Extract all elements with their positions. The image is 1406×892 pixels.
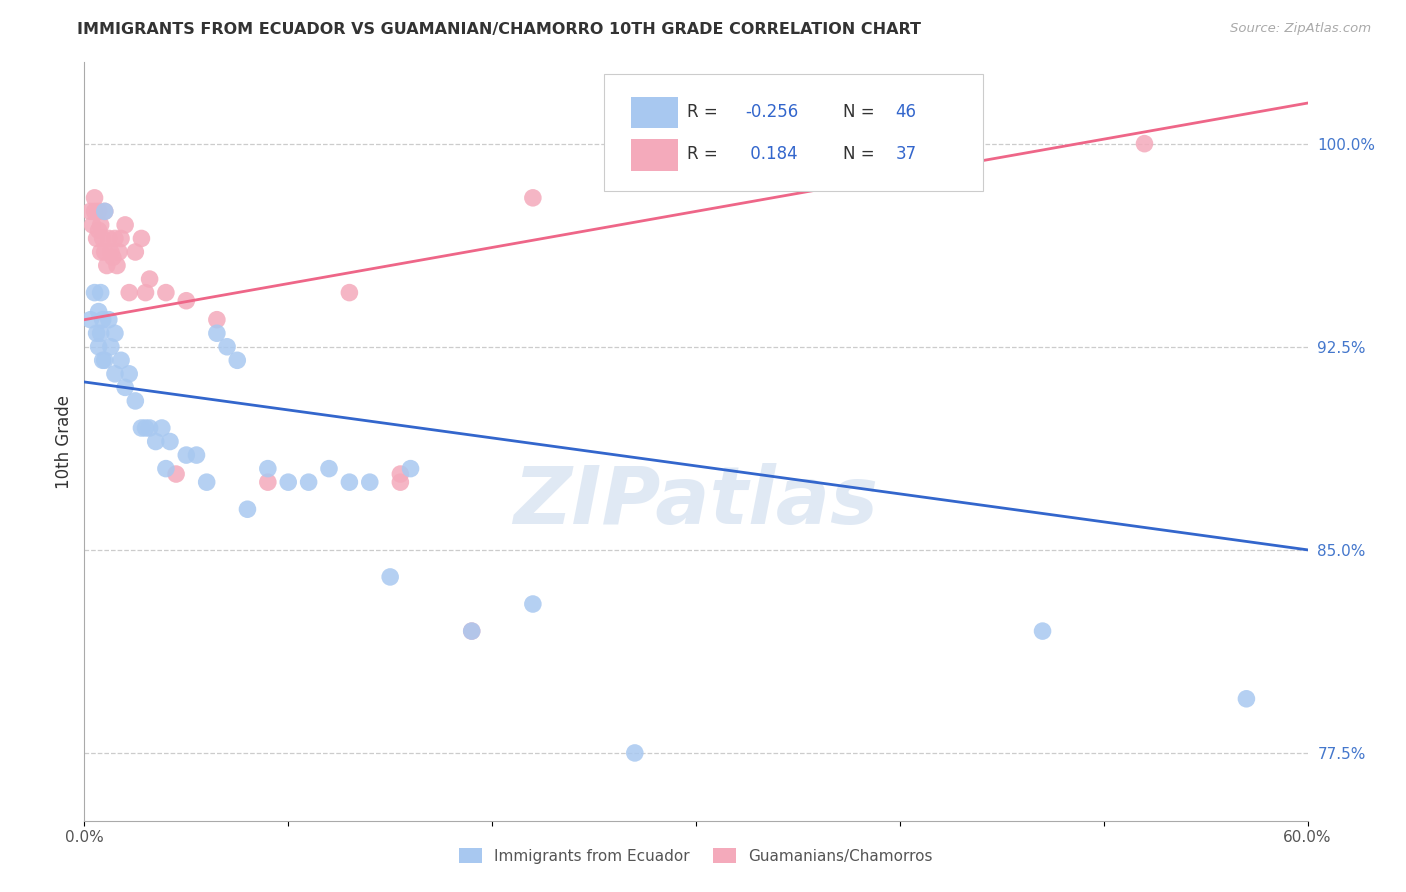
- Point: [135, 285, 157, 300]
- Point: [159, 434, 181, 449]
- Point: [82, 218, 104, 232]
- Point: [90, 326, 112, 341]
- Point: [186, 448, 208, 462]
- Point: [461, 624, 484, 639]
- Point: [145, 434, 167, 449]
- Text: ZIPatlas: ZIPatlas: [513, 463, 879, 541]
- Point: [104, 367, 127, 381]
- Point: [87, 304, 110, 318]
- Point: [236, 502, 259, 516]
- Point: [138, 272, 160, 286]
- Point: [359, 475, 381, 490]
- Text: -0.256: -0.256: [745, 103, 799, 120]
- Point: [226, 353, 249, 368]
- Point: [277, 475, 299, 490]
- Point: [104, 231, 127, 245]
- Point: [87, 340, 110, 354]
- Point: [96, 259, 118, 273]
- Point: [108, 245, 131, 260]
- Point: [389, 475, 412, 490]
- Point: [118, 285, 141, 300]
- Point: [155, 285, 177, 300]
- Point: [93, 204, 115, 219]
- Text: 46: 46: [896, 103, 917, 120]
- Point: [131, 421, 153, 435]
- Point: [90, 285, 112, 300]
- FancyBboxPatch shape: [605, 74, 983, 191]
- Point: [114, 218, 136, 232]
- Point: [90, 218, 112, 232]
- Point: [124, 393, 146, 408]
- Point: [399, 461, 422, 475]
- Point: [138, 421, 160, 435]
- Text: R =: R =: [688, 103, 724, 120]
- Point: [380, 570, 402, 584]
- Point: [165, 467, 187, 481]
- Text: 0.184: 0.184: [745, 145, 797, 163]
- Point: [217, 340, 239, 354]
- Point: [87, 204, 110, 219]
- Point: [93, 353, 115, 368]
- Point: [522, 597, 544, 611]
- Point: [522, 191, 544, 205]
- Point: [87, 223, 110, 237]
- Point: [83, 285, 105, 300]
- Point: [101, 251, 124, 265]
- Point: [100, 340, 122, 354]
- Point: [205, 312, 228, 326]
- Point: [86, 326, 108, 341]
- Point: [91, 353, 114, 368]
- Text: 37: 37: [896, 145, 917, 163]
- Point: [114, 380, 136, 394]
- Point: [83, 191, 105, 205]
- Point: [110, 231, 132, 245]
- Point: [86, 231, 108, 245]
- Point: [97, 231, 120, 245]
- Text: N =: N =: [842, 145, 880, 163]
- Point: [205, 326, 228, 341]
- Point: [90, 245, 112, 260]
- Text: R =: R =: [688, 145, 724, 163]
- Point: [389, 467, 412, 481]
- Point: [91, 231, 114, 245]
- Point: [624, 746, 647, 760]
- FancyBboxPatch shape: [631, 139, 678, 171]
- Point: [93, 245, 115, 260]
- Point: [257, 461, 280, 475]
- Point: [97, 312, 120, 326]
- Point: [79, 204, 101, 219]
- Point: [135, 421, 157, 435]
- Point: [91, 312, 114, 326]
- Point: [104, 326, 127, 341]
- Point: [118, 367, 141, 381]
- Point: [110, 353, 132, 368]
- Point: [174, 448, 197, 462]
- FancyBboxPatch shape: [631, 96, 678, 128]
- Point: [100, 245, 122, 260]
- Point: [339, 285, 361, 300]
- Point: [195, 475, 218, 490]
- Point: [79, 312, 101, 326]
- Point: [257, 475, 280, 490]
- Point: [1236, 691, 1258, 706]
- Point: [105, 259, 128, 273]
- Point: [150, 421, 173, 435]
- Point: [339, 475, 361, 490]
- Legend: Immigrants from Ecuador, Guamanians/Chamorros: Immigrants from Ecuador, Guamanians/Cham…: [453, 842, 939, 870]
- Point: [93, 204, 115, 219]
- Point: [318, 461, 340, 475]
- Text: Source: ZipAtlas.com: Source: ZipAtlas.com: [1230, 22, 1371, 36]
- Point: [83, 204, 105, 219]
- Point: [298, 475, 321, 490]
- Text: IMMIGRANTS FROM ECUADOR VS GUAMANIAN/CHAMORRO 10TH GRADE CORRELATION CHART: IMMIGRANTS FROM ECUADOR VS GUAMANIAN/CHA…: [77, 22, 921, 37]
- Point: [1133, 136, 1156, 151]
- Point: [124, 245, 146, 260]
- Y-axis label: 10th Grade: 10th Grade: [55, 394, 73, 489]
- Point: [131, 231, 153, 245]
- Point: [155, 461, 177, 475]
- Point: [174, 293, 197, 308]
- Text: N =: N =: [842, 103, 880, 120]
- Point: [461, 624, 484, 639]
- Point: [1032, 624, 1054, 639]
